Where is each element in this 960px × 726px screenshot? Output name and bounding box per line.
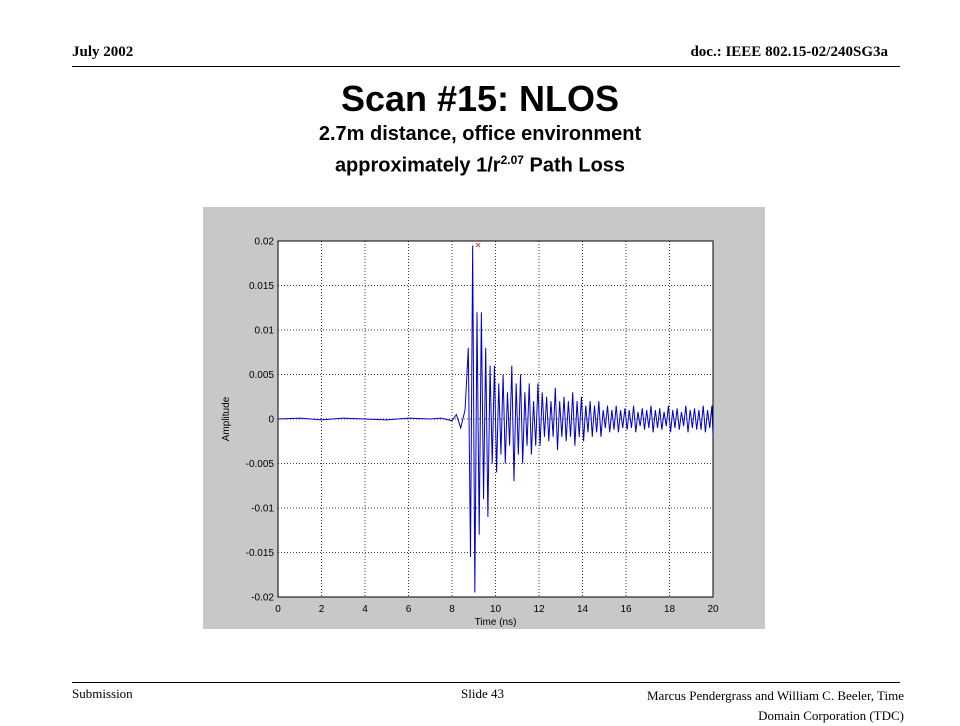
x-tick-label: 2 — [319, 604, 325, 615]
x-tick-labels: 0 2 4 6 8 10 12 14 16 18 20 — [275, 604, 719, 615]
slide-title: Scan #15: NLOS — [340, 78, 620, 119]
amplitude-chart: 0 2 4 6 8 10 12 14 16 18 20 0.020.0150.010.0050-0.… — [221, 237, 719, 629]
subtitle-2-prefix: approximately 1/r — [334, 154, 501, 177]
header-date: July 2002 — [72, 44, 134, 60]
y-tick-label: -0.02 — [251, 593, 274, 604]
y-tick-label: -0.005 — [246, 459, 275, 470]
x-tick-label: 20 — [707, 604, 719, 615]
footer-submission: Submission — [72, 686, 133, 701]
x-tick-label: 8 — [449, 604, 455, 615]
x-tick-label: 18 — [664, 604, 676, 615]
x-tick-label: 0 — [275, 604, 281, 615]
x-tick-label: 16 — [620, 604, 632, 615]
x-axis-label: Time (ns) — [475, 617, 517, 628]
x-tick-label: 10 — [490, 604, 502, 615]
x-tick-label: 4 — [362, 604, 368, 615]
footer-slide-number: Slide 43 — [461, 686, 504, 701]
footer-rule — [72, 682, 900, 683]
header-doc-id: doc.: IEEE 802.15-02/240SG3a — [690, 44, 888, 60]
y-tick-label: 0.01 — [255, 326, 275, 337]
slide-subtitle-2: approximately 1/r2.07 Path Loss — [0, 153, 960, 178]
x-tick-label: 12 — [533, 604, 545, 615]
subtitle-2-exponent: 2.07 — [500, 153, 524, 167]
y-tick-labels: 0.02 0.015 0.01 0.005 0 -0.005 -0.01 -0.015 -0.0… — [246, 237, 275, 604]
footer-authors-line-1: Marcus Pendergrass and William C. Beeler… — [647, 688, 904, 703]
peak-marker: × — [475, 240, 481, 251]
subtitle-2-suffix: Path Loss — [523, 154, 626, 177]
y-tick-label: 0.02 — [255, 237, 275, 248]
y-axis-label: Amplitude — [221, 396, 232, 441]
header-rule — [72, 66, 900, 67]
y-tick-label: -0.01 — [251, 504, 274, 515]
y-tick-label: -0.015 — [246, 548, 275, 559]
x-tick-label: 14 — [577, 604, 589, 615]
y-tick-label: 0 — [268, 415, 274, 426]
slide-subtitle-1: 2.7m distance, office environment — [318, 123, 642, 145]
footer-authors: Marcus Pendergrass and William C. Beeler… — [590, 686, 904, 726]
footer-authors-line-2: Domain Corporation (TDC) — [758, 708, 904, 723]
x-tick-label: 6 — [406, 604, 412, 615]
series-line — [277, 245, 714, 593]
y-tick-label: 0.015 — [249, 281, 274, 292]
y-tick-label: 0.005 — [249, 370, 274, 381]
chart-figure: 0 2 4 6 8 10 12 14 16 18 20 0.02 0.015 0.01 0.005 0 -0.… — [203, 207, 765, 629]
